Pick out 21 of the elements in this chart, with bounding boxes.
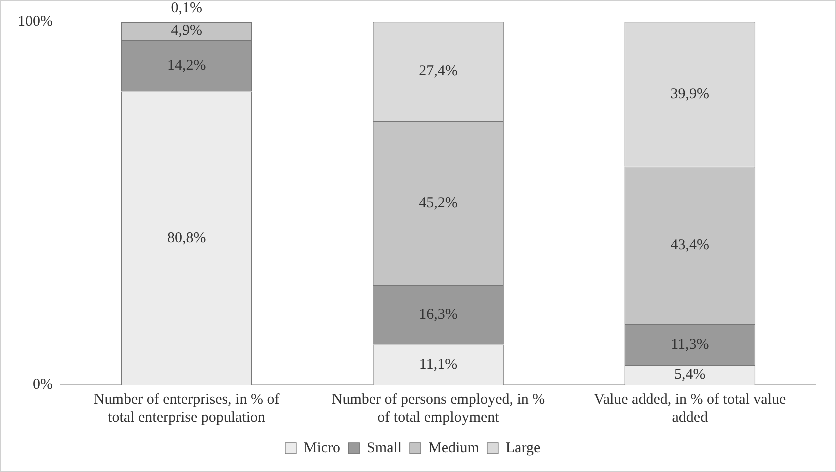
data-label: 27,4% [419,64,458,80]
data-label: 14,2% [167,58,206,74]
data-label: 16,3% [419,307,458,324]
x-tick-label: Value added, in % of total value added [594,392,787,426]
y-tick-label: 100% [18,14,53,30]
data-label: 11,1% [419,356,458,373]
data-label: 45,2% [419,195,458,212]
data-label: 11,3% [671,336,710,353]
data-label: 80,8% [167,230,206,246]
y-tick-label: 0% [32,376,53,393]
data-label: 39,9% [670,86,710,102]
x-tick-label: Number of enterprises, in % of total enterprise population [94,392,280,426]
legend-label: Medium [428,440,480,456]
data-label: 5,4% [674,367,706,384]
data-label: 43,4% [670,238,710,254]
x-tick-label: Number of persons employed, in % of total employment [332,392,546,426]
data-label: 4,9% [171,23,202,40]
legend-label: Large [506,440,541,456]
data-label: 0,1% [171,0,202,16]
legend-label: Small [367,440,402,456]
legend-label: Micro [304,440,341,456]
